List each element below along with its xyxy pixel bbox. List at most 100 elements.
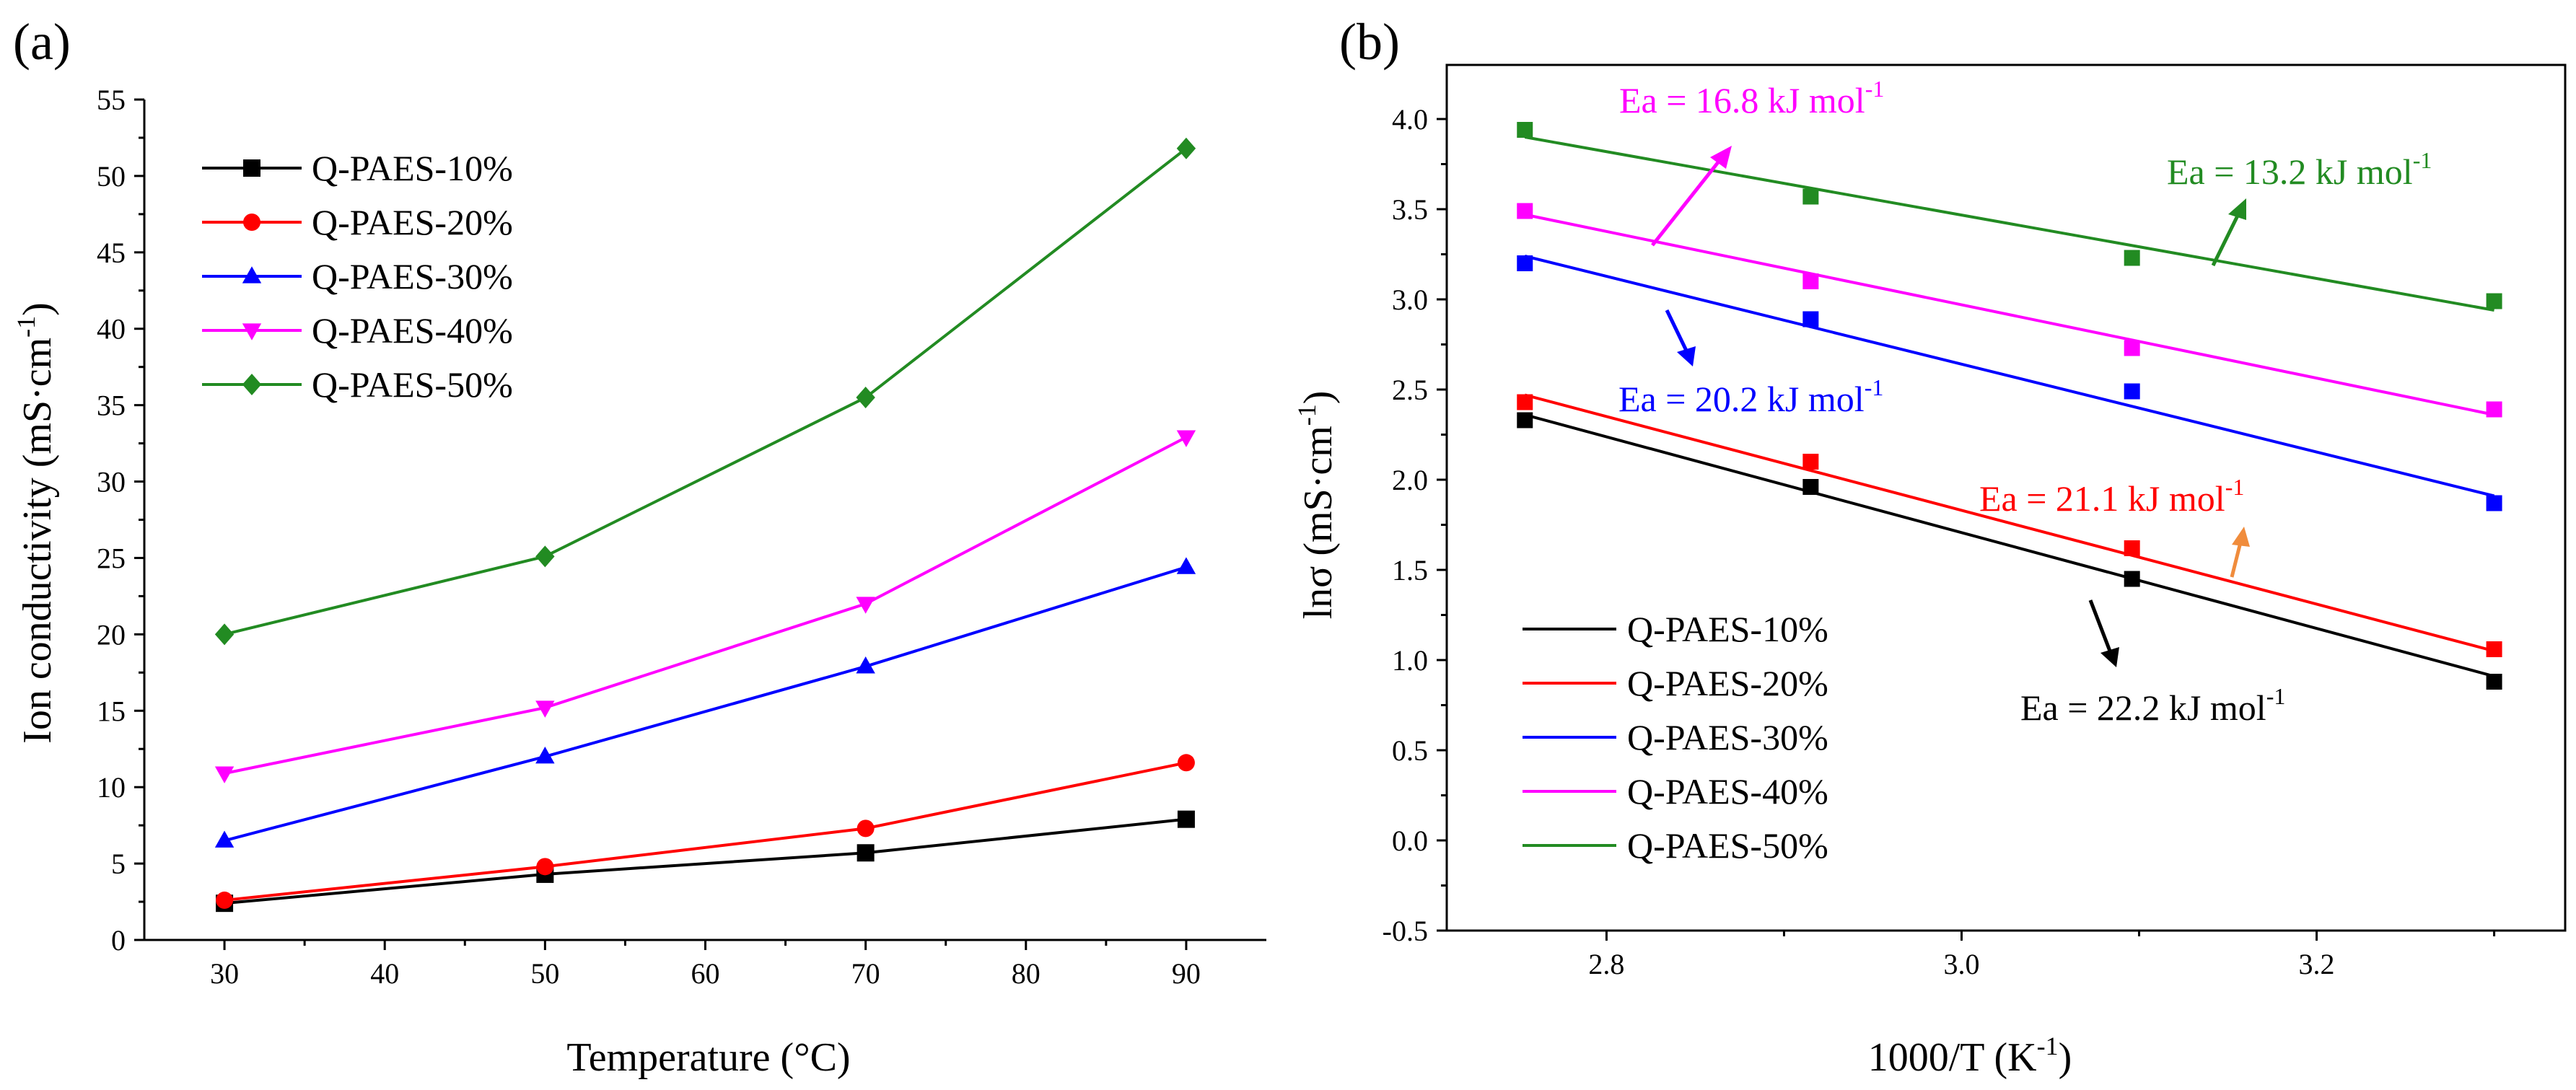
panel-b-data-point [2124,571,2140,587]
panel-b-x-tick-label: 3.2 [2299,948,2335,980]
panel-a-data-point [857,844,875,862]
panel-b-data-point [2486,674,2502,690]
annotation-ea-30-main: Ea = 20.2 kJ mol [1618,379,1865,419]
legend-b-label: Q-PAES-40% [1627,771,1828,812]
panel-a-y-tick-label: 10 [97,771,126,804]
annotation-ea-40: Ea = 16.8 kJ mol-1 [1619,76,1884,120]
legend-a-label: Q-PAES-20% [312,202,513,242]
panel-b-x-axis-label-sup: -1 [2037,1032,2059,1060]
arrow-ea-10 [2088,599,2119,667]
panel-a-y-tick-label: 35 [97,390,126,422]
panel-a-x-tick-label: 90 [1172,957,1201,990]
panel-b-y-tick-label: 2.0 [1392,464,1428,496]
panel-b-fit-line-4 [1524,213,2494,416]
panel-a-legend: Q-PAES-10% Q-PAES-20% Q-PAES-30% Q-PAES-40%… [202,148,513,405]
panel-a-data-point [216,891,234,909]
panel-b-x-axis-label-end: ) [2059,1035,2072,1080]
panel-a-data-point [214,623,235,646]
panel-a-y-tick-label: 55 [97,84,126,116]
panel-b-data-point [2124,250,2140,266]
panel-a-data-point [214,830,235,848]
panel-b-y-tick-label: 1.0 [1392,644,1428,677]
panel-a-data-point [856,656,875,674]
panel-a-data-point [1176,557,1196,574]
panel-a: 30 40 50 60 70 80 90 0 5 10 15 20 25 30 35 40 45 50 55 Q-P… [12,84,1266,1080]
panel-b-legend: Q-PAES-10% Q-PAES-20% Q-PAES-30% Q-PAES-40%… [1523,609,1828,866]
panel-b-y-tick-label: 3.0 [1392,284,1428,316]
panel-b-data-point [1802,479,1819,495]
panel-a-series-line-1 [224,817,1187,905]
annotation-ea-30: Ea = 20.2 kJ mol-1 [1618,374,1883,419]
panel-b-series [1517,122,2502,690]
panel-a-x-axis-label: Temperature (°C) [566,1035,850,1080]
panel-a-y-tick-label: 5 [111,848,126,880]
panel-a-data-point [214,766,235,783]
panel-b-fit-line-2 [1524,393,2495,653]
panel-b-y-tick-label: 0.5 [1392,734,1428,767]
panel-a-x-tick-label: 80 [1012,957,1041,990]
panel-a-data-point [535,747,555,764]
panel-b-data-point [1517,122,1533,138]
panel-a-x-tick-label: 70 [851,957,880,990]
annotation-ea-30-sup: -1 [1865,374,1884,400]
arrow-ea-30 [1665,309,1696,366]
annotation-ea-40-sup: -1 [1865,76,1885,102]
panel-b-fit-line-3 [1524,255,2495,498]
panel-b-fit-line-1 [1524,413,2495,678]
panel-a-y-tick-label: 15 [97,695,126,727]
legend-a-marker [242,323,262,340]
annotation-ea-20: Ea = 21.1 kJ mol-1 [1979,474,2244,519]
panel-a-series-line-5 [224,147,1188,636]
panel-b-x-axis-label-main: 1000/T (K [1868,1035,2037,1080]
panel-b-data-point [1517,394,1533,410]
legend-a-marker [242,266,262,284]
legend-a-label: Q-PAES-40% [312,310,513,351]
panel-b-data-point [2486,495,2502,511]
panel-a-y-axis-label: Ion conductivity (mS·cm-1) [12,302,60,744]
arrow-ea-50 [2211,198,2246,267]
panel-a-data-point [1176,430,1196,447]
annotation-ea-20-sup: -1 [2225,474,2245,500]
panel-b-data-point [1517,412,1533,428]
panel-a-y-tick-label: 30 [97,466,126,498]
legend-a-marker [243,214,260,231]
panel-b-x-tick-label: 2.8 [1588,948,1624,980]
panel-a-y-tick-label: 25 [97,542,126,574]
panel-a-x-tick-label: 50 [530,957,559,990]
annotation-arrows [1651,146,2250,667]
panel-b-y-tick-label: 3.5 [1392,193,1428,226]
panel-b-y-tick-label: -0.5 [1383,915,1428,947]
panel-b-y-tick-label: 4.0 [1392,103,1428,136]
panel-a-y-axis-label-end: ) [15,302,60,316]
panel-b-data-point [1802,454,1819,470]
panel-b-data-point [1517,203,1533,219]
panel-b-y-tick-label: 1.5 [1392,554,1428,586]
panel-a-y-tick-label: 50 [97,160,126,193]
legend-b-label: Q-PAES-20% [1627,663,1828,703]
panel-a-data-point [1176,137,1196,159]
panel-b-data-point [1802,188,1819,205]
panel-b-data-point [2124,383,2140,400]
legend-b-label: Q-PAES-50% [1627,825,1828,866]
panel-a-data-point [535,700,555,718]
legend-a-label: Q-PAES-50% [312,364,513,405]
panel-b-data-point [2124,340,2140,356]
annotation-ea-50: Ea = 13.2 kJ mol-1 [2167,147,2432,192]
arrow-ea-40 [1651,146,1732,247]
panel-b-x-tick-label: 3.0 [1943,948,1979,980]
panel-a-series [214,137,1196,913]
panel-b-data-point [1517,255,1533,271]
panel-b-x-axis-label: 1000/T (K-1) [1868,1032,2072,1080]
annotation-ea-50-sup: -1 [2413,147,2432,173]
panel-b-plot-frame [1445,63,2567,932]
legend-a-label: Q-PAES-30% [312,256,513,296]
panel-b-fit-line-5 [1524,136,2494,312]
panel-a-y-tick-label: 20 [97,618,126,651]
legend-a-marker [242,374,262,395]
panel-a-x-tick-label: 60 [691,957,720,990]
panel-a-x-tick-label: 30 [210,957,239,990]
legend-a-marker [243,159,260,177]
panel-a-y-axis-label-main: Ion conductivity (mS·cm [15,338,60,744]
panel-b-data-point [1802,311,1819,328]
